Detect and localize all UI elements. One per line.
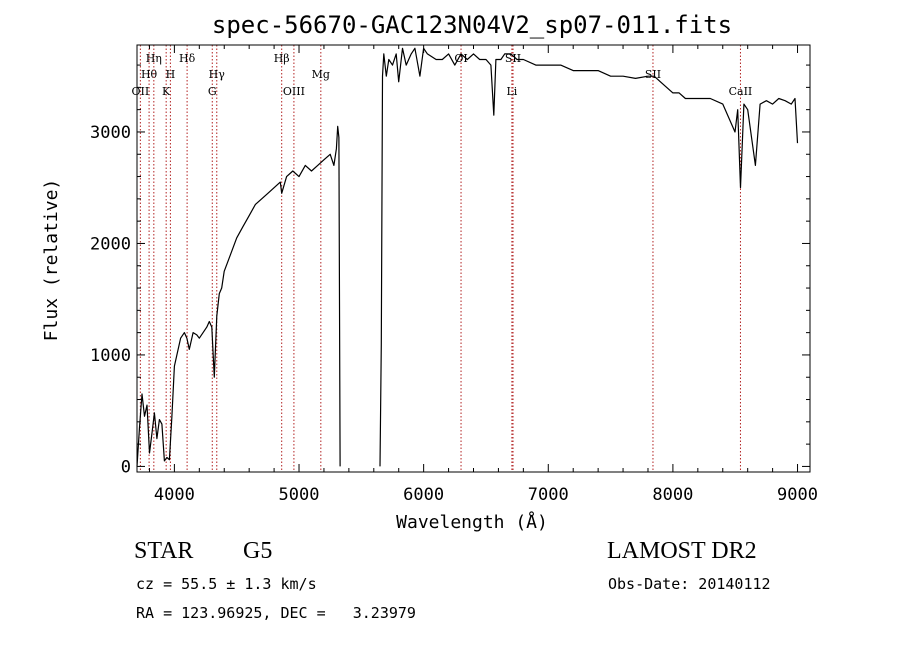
line-marker-label-15: CaII [729, 85, 753, 98]
x-tick-label-9000: 9000 [777, 485, 818, 505]
axis-layer: 4000 5000 6000 7000 8000 9000 0 1000 2000 3000 [90, 45, 818, 505]
line-marker-label-1: Hθ [141, 68, 158, 81]
y-axis-label: Flux (relative) [41, 179, 62, 342]
spectrum-chart: spec-56670-GAC123N04V2_sp07-011.fits OII… [41, 11, 818, 533]
subclass-label: G5 [243, 538, 273, 564]
y-tick-label-1000: 1000 [90, 346, 131, 366]
line-marker-label-7: Hγ [209, 68, 226, 81]
x-tick-label-6000: 6000 [403, 485, 444, 505]
line-marker-label-9: OIII [283, 85, 305, 98]
x-tick-label-8000: 8000 [652, 485, 693, 505]
line-marker-label-11: OI [454, 52, 467, 65]
line-marker-label-2: Hη [146, 52, 162, 65]
obs-date-text: Obs-Date: 20140112 [608, 575, 771, 593]
cz-text: cz = 55.5 ± 1.3 km/s [136, 575, 317, 593]
line-marker-label-10: Mg [312, 68, 330, 81]
chart-title: spec-56670-GAC123N04V2_sp07-011.fits [212, 11, 732, 39]
coords-text: RA = 123.96925, DEC = 3.23979 [136, 604, 416, 622]
line-marker-label-4: H [166, 68, 176, 81]
line-marker-label-3: K [162, 85, 171, 98]
x-tick-label-4000: 4000 [154, 485, 195, 505]
line-marker-label-6: G [208, 85, 217, 98]
line-marker-label-5: Hδ [179, 52, 196, 65]
spectrum-series-1 [379, 47, 799, 467]
line-marker-label-0: OII [132, 85, 150, 98]
survey-label: LAMOST DR2 [607, 538, 757, 564]
line-marker-label-12: SII [505, 52, 521, 65]
line-marker-label-13: Li [506, 85, 517, 98]
x-axis-label: Wavelength (Å) [396, 511, 548, 533]
line-marker-label-14: SII [645, 68, 661, 81]
y-tick-label-3000: 3000 [90, 123, 131, 143]
x-tick-label-7000: 7000 [528, 485, 569, 505]
class-label: STAR [134, 538, 194, 564]
plot-frame [136, 44, 811, 473]
y-tick-label-0: 0 [121, 457, 131, 477]
spectrum-series-0 [136, 125, 341, 467]
line-marker-label-8: Hβ [274, 52, 290, 65]
x-tick-label-5000: 5000 [279, 485, 320, 505]
y-tick-label-2000: 2000 [90, 234, 131, 254]
series-layer [136, 47, 799, 467]
